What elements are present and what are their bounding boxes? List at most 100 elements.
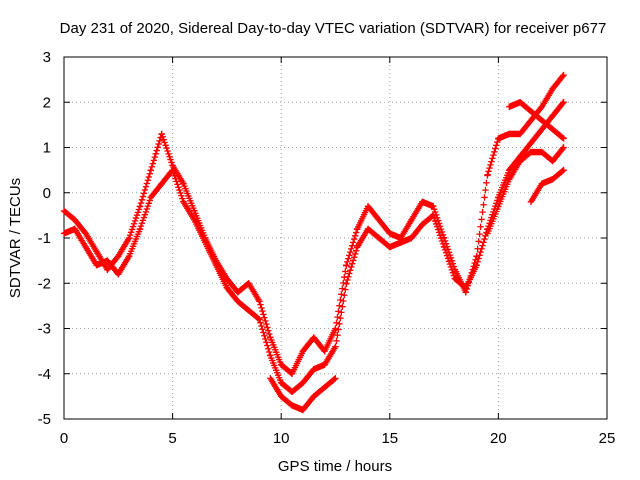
- data-point: [146, 197, 153, 204]
- data-point: [480, 239, 487, 246]
- data-point: [337, 314, 344, 322]
- data-point: [338, 291, 345, 298]
- data-point: [152, 150, 159, 158]
- data-point: [465, 279, 472, 286]
- data-point: [470, 263, 477, 270]
- data-point: [340, 297, 347, 305]
- data-point: [148, 163, 156, 171]
- data-point: [350, 239, 357, 246]
- data-point: [479, 208, 486, 216]
- data-point: [431, 208, 439, 216]
- series-track-c: [267, 144, 567, 414]
- data-point: [478, 216, 485, 223]
- y-tick-label: 0: [43, 185, 51, 202]
- data-point: [475, 238, 482, 245]
- data-point: [487, 161, 494, 169]
- data-point: [264, 342, 271, 349]
- data-point: [479, 242, 486, 249]
- data-point: [133, 211, 141, 219]
- data-point: [350, 235, 358, 243]
- data-point: [352, 229, 360, 236]
- y-tick-label: -1: [38, 230, 51, 247]
- data-point: [477, 248, 484, 256]
- data-point: [162, 142, 169, 149]
- data-point: [140, 214, 148, 221]
- chart-title: Day 231 of 2020, Sidereal Day-to-day VTE…: [60, 20, 607, 37]
- data-point: [140, 190, 148, 197]
- data-point: [490, 151, 497, 159]
- x-tick-label: 0: [60, 430, 68, 447]
- data-point: [341, 273, 348, 281]
- y-tick-label: -2: [38, 275, 51, 292]
- data-point: [559, 134, 566, 141]
- data-point: [142, 183, 150, 190]
- data-point: [143, 180, 151, 187]
- data-point: [260, 329, 267, 336]
- data-point: [263, 339, 270, 346]
- data-point: [483, 179, 490, 186]
- data-point: [347, 267, 354, 274]
- data-point: [262, 317, 269, 325]
- data-point: [350, 257, 357, 264]
- data-point: [486, 164, 493, 172]
- data-point: [143, 205, 151, 213]
- y-tick-label: -4: [38, 366, 51, 383]
- data-point: [266, 348, 273, 356]
- data-point: [559, 73, 566, 80]
- data-point: [158, 130, 165, 138]
- data-point: [560, 135, 567, 142]
- data-point: [255, 315, 262, 322]
- data-point: [154, 144, 161, 151]
- data-point: [480, 201, 487, 208]
- data-point: [177, 189, 184, 197]
- data-point: [334, 313, 341, 321]
- data-point: [266, 330, 273, 338]
- x-tick-label: 5: [168, 430, 176, 447]
- data-point: [256, 298, 263, 305]
- series-track-e: [527, 166, 567, 205]
- data-point: [260, 311, 267, 318]
- data-point: [129, 223, 137, 230]
- data-point: [464, 282, 471, 289]
- y-tick-label: -5: [38, 411, 51, 428]
- data-point: [446, 251, 454, 259]
- data-point: [349, 260, 356, 267]
- data-point: [335, 326, 342, 333]
- data-point: [436, 223, 444, 230]
- data-point: [139, 193, 147, 200]
- gridlines: [64, 57, 607, 419]
- data-point: [442, 240, 450, 247]
- data-point: [336, 302, 343, 309]
- data-point: [150, 157, 158, 164]
- data-point: [435, 220, 443, 227]
- y-tick-label: 2: [43, 94, 51, 111]
- data-point: [160, 136, 167, 143]
- data-point: [137, 222, 145, 230]
- data-point: [333, 319, 340, 326]
- data-point: [344, 276, 351, 284]
- data-point: [139, 217, 147, 224]
- data-point: [489, 155, 496, 162]
- data-point: [147, 166, 155, 174]
- data-point: [173, 178, 180, 185]
- data-point: [258, 304, 265, 312]
- y-tick-label: -3: [38, 321, 51, 338]
- data-point: [440, 234, 448, 242]
- data-point: [332, 375, 339, 382]
- x-tick-label: 25: [599, 430, 616, 447]
- data-point: [560, 99, 567, 106]
- data-point: [494, 138, 501, 146]
- data-point: [257, 301, 264, 308]
- data-point: [344, 258, 351, 266]
- axis-ticks: 0 5 10 15 20 25 -5 -4 -3 -2 -1 0 1 2 3: [38, 49, 616, 447]
- data-point: [335, 308, 342, 315]
- data-point: [146, 170, 153, 177]
- data-point: [351, 232, 359, 240]
- data-point: [339, 285, 346, 292]
- data-point: [132, 214, 140, 222]
- data-point: [467, 272, 474, 280]
- data-point: [484, 171, 491, 178]
- data-point: [263, 320, 270, 328]
- data-point: [482, 186, 489, 194]
- data-point: [432, 211, 440, 219]
